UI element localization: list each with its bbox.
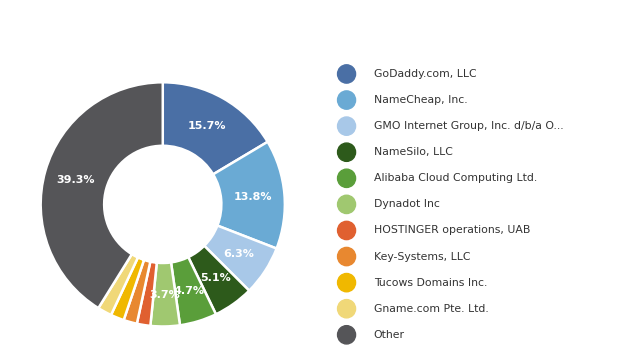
Wedge shape [137,262,156,326]
Text: Registrar Market Share: Registrar Market Share [11,16,287,36]
Text: 6.3%: 6.3% [223,249,254,259]
Circle shape [337,117,356,135]
Circle shape [337,247,356,266]
Wedge shape [124,260,150,324]
Text: 13.8%: 13.8% [233,192,272,202]
Wedge shape [171,257,216,325]
Text: 5.1%: 5.1% [200,273,230,283]
Text: 39.3%: 39.3% [56,175,95,185]
Wedge shape [163,82,268,174]
Circle shape [337,143,356,161]
Circle shape [337,65,356,83]
Text: 4.7%: 4.7% [173,286,205,296]
Text: Dynadot Inc: Dynadot Inc [374,199,439,210]
Circle shape [337,326,356,344]
Circle shape [337,169,356,187]
Text: NameCheap, Inc.: NameCheap, Inc. [374,95,467,105]
Circle shape [337,91,356,109]
Text: 15.7%: 15.7% [188,121,227,131]
Text: GoDaddy.com, LLC: GoDaddy.com, LLC [374,69,476,79]
Circle shape [337,273,356,292]
Wedge shape [98,254,138,315]
Text: Key-Systems, LLC: Key-Systems, LLC [374,252,470,262]
Text: Alibaba Cloud Computing Ltd.: Alibaba Cloud Computing Ltd. [374,173,537,183]
Text: HOSTINGER operations, UAB: HOSTINGER operations, UAB [374,226,530,236]
Wedge shape [111,257,144,320]
Text: Tucows Domains Inc.: Tucows Domains Inc. [374,278,487,288]
Text: Other: Other [374,330,404,340]
Wedge shape [204,226,277,291]
Text: NameSilo, LLC: NameSilo, LLC [374,147,453,157]
Text: GMO Internet Group, Inc. d/b/a O...: GMO Internet Group, Inc. d/b/a O... [374,121,563,131]
Wedge shape [150,262,180,326]
Circle shape [337,221,356,240]
Wedge shape [41,82,163,308]
Circle shape [337,300,356,318]
Text: 3.7%: 3.7% [149,290,180,300]
Text: Gname.com Pte. Ltd.: Gname.com Pte. Ltd. [374,304,488,314]
Wedge shape [188,246,249,314]
Circle shape [337,195,356,213]
Wedge shape [213,142,285,248]
